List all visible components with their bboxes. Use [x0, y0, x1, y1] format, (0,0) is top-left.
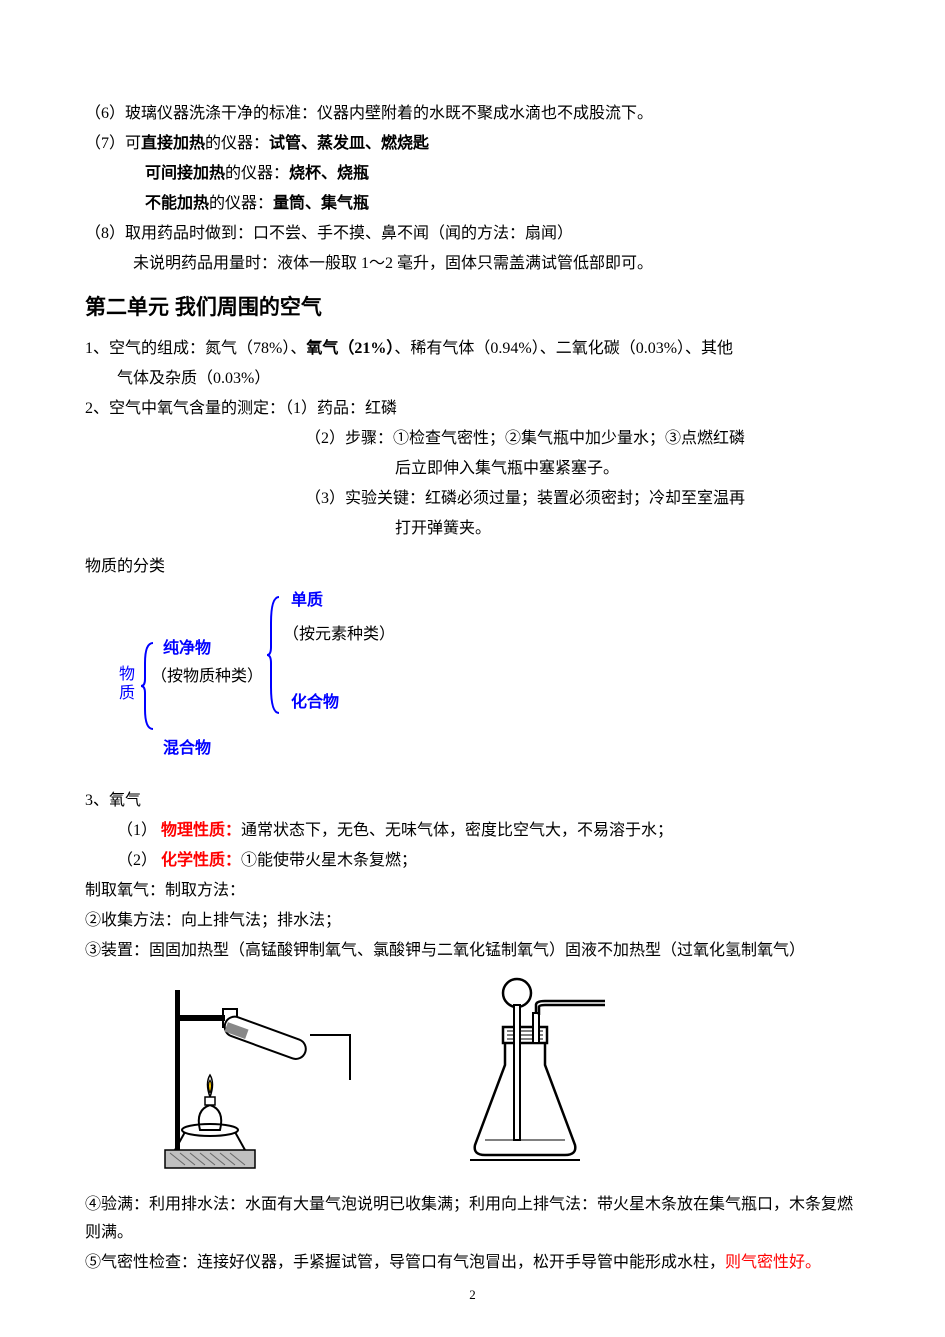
air-composition-line1: 1、空气的组成：氮气（78%）、氧气（21%）、稀有气体（0.94%）、二氧化碳… [85, 335, 860, 363]
oxygen-physical: （1） 物理性质：通常状态下，无色、无味气体，密度比空气大，不易溶于水； [85, 817, 860, 845]
seal-check-red: 则气密性好。 [725, 1254, 821, 1271]
air-composition-line2: 气体及杂质（0.03%） [85, 365, 860, 393]
diagram-brace-2 [265, 595, 283, 715]
oxygen-chem-text: ①能使带火星木条复燃； [241, 852, 417, 869]
oxygen-phys-num: （1） [117, 822, 157, 839]
unit-2-heading: 第二单元 我们周围的空气 [85, 290, 860, 327]
oxygen-chem-label: 化学性质： [161, 852, 241, 869]
item-7-indirect-items: 烧杯、烧瓶 [289, 165, 369, 182]
item-7-line3: 不能加热的仪器：量筒、集气瓶 [85, 190, 860, 218]
item-7-prefix: （7）可 [85, 135, 141, 152]
diagram-label-matter: 物质 [119, 665, 137, 703]
item-7-direct-items: 试管、蒸发皿、燃烧匙 [269, 135, 429, 152]
item-7-line2-mid: 的仪器： [225, 165, 289, 182]
item-7-direct-heat: 直接加热 [141, 135, 205, 152]
oxygen-measure-2: （2）步骤：①检查气密性；②集气瓶中加少量水；③点燃红磷 [85, 425, 860, 453]
air-comp-c: 、稀有气体（0.94%）、二氧化碳（0.03%）、其他 [394, 340, 733, 357]
item-8-line2: 未说明药品用量时：液体一般取 1～2 毫升，固体只需盖满试管低部即可。 [85, 250, 860, 278]
item-7-noheat-items: 量筒、集气瓶 [273, 195, 369, 212]
diagram-label-mixture: 混合物 [163, 739, 211, 758]
collection-method: ②收集方法：向上排气法；排水法； [85, 907, 860, 935]
item-8-line1: （8）取用药品时做到：口不尝、手不摸、鼻不闻（闻的方法：扇闻） [85, 220, 860, 248]
diagram-note-element: （按元素种类） [283, 625, 395, 644]
oxygen-measure-2b: 后立即伸入集气瓶中塞紧塞子。 [85, 455, 860, 483]
apparatus-unheated [445, 975, 625, 1185]
page-number: 2 [0, 1284, 945, 1307]
apparatus-heated [145, 975, 375, 1185]
classification-title: 物质的分类 [85, 553, 860, 581]
item-7-mid: 的仪器： [205, 135, 269, 152]
diagram-note-species: （按物质种类） [151, 667, 263, 686]
air-comp-a: 1、空气的组成：氮气（78%）、 [85, 340, 306, 357]
diagram-label-element: 单质 [291, 591, 323, 610]
seal-check: ⑤气密性检查：连接好仪器，手紧握试管，导管口有气泡冒出，松开手导管中能形成水柱，… [85, 1249, 860, 1277]
item-7-line3-mid: 的仪器： [209, 195, 273, 212]
verify-full: ④验满：利用排水法：水面有大量气泡说明已收集满；利用向上排气法：带火星木条放在集… [85, 1191, 860, 1247]
item-6: （6）玻璃仪器洗涤干净的标准：仪器内壁附着的水既不聚成水滴也不成股流下。 [85, 100, 860, 128]
apparatus-desc: ③装置：固固加热型（高锰酸钾制氧气、氯酸钾与二氧化锰制氧气）固液不加热型（过氧化… [85, 937, 860, 965]
apparatus-row [145, 975, 860, 1185]
oxygen-measure-3: （3）实验关键：红磷必须过量；装置必须密封；冷却至室温再 [85, 485, 860, 513]
oxygen-phys-text: 通常状态下，无色、无味气体，密度比空气大，不易溶于水； [241, 822, 673, 839]
oxygen-chemical: （2） 化学性质：①能使带火星木条复燃； [85, 847, 860, 875]
oxygen-chem-num: （2） [117, 852, 157, 869]
diagram-label-compound: 化合物 [291, 693, 339, 712]
item-7-noheat: 不能加热 [145, 195, 209, 212]
oxygen-heading: 3、氧气 [85, 787, 860, 815]
preparation-method: 制取氧气：制取方法： [85, 877, 860, 905]
item-7-line2: 可间接加热的仪器：烧杯、烧瓶 [85, 160, 860, 188]
oxygen-measure-3b: 打开弹簧夹。 [85, 515, 860, 543]
oxygen-measure-1: 2、空气中氧气含量的测定：（1）药品：红磷 [85, 395, 860, 423]
air-comp-oxygen: 氧气（21%） [306, 340, 394, 357]
seal-check-a: ⑤气密性检查：连接好仪器，手紧握试管，导管口有气泡冒出，松开手导管中能形成水柱， [85, 1254, 725, 1271]
oxygen-phys-label: 物理性质： [161, 822, 241, 839]
diagram-label-pure: 纯净物 [163, 639, 211, 658]
item-7-line1: （7）可直接加热的仪器：试管、蒸发皿、燃烧匙 [85, 130, 860, 158]
classification-diagram: 物质 纯净物 （按物质种类） 混合物 单质 （按元素种类） 化合物 [119, 589, 459, 777]
item-7-indirect-heat: 可间接加热 [145, 165, 225, 182]
